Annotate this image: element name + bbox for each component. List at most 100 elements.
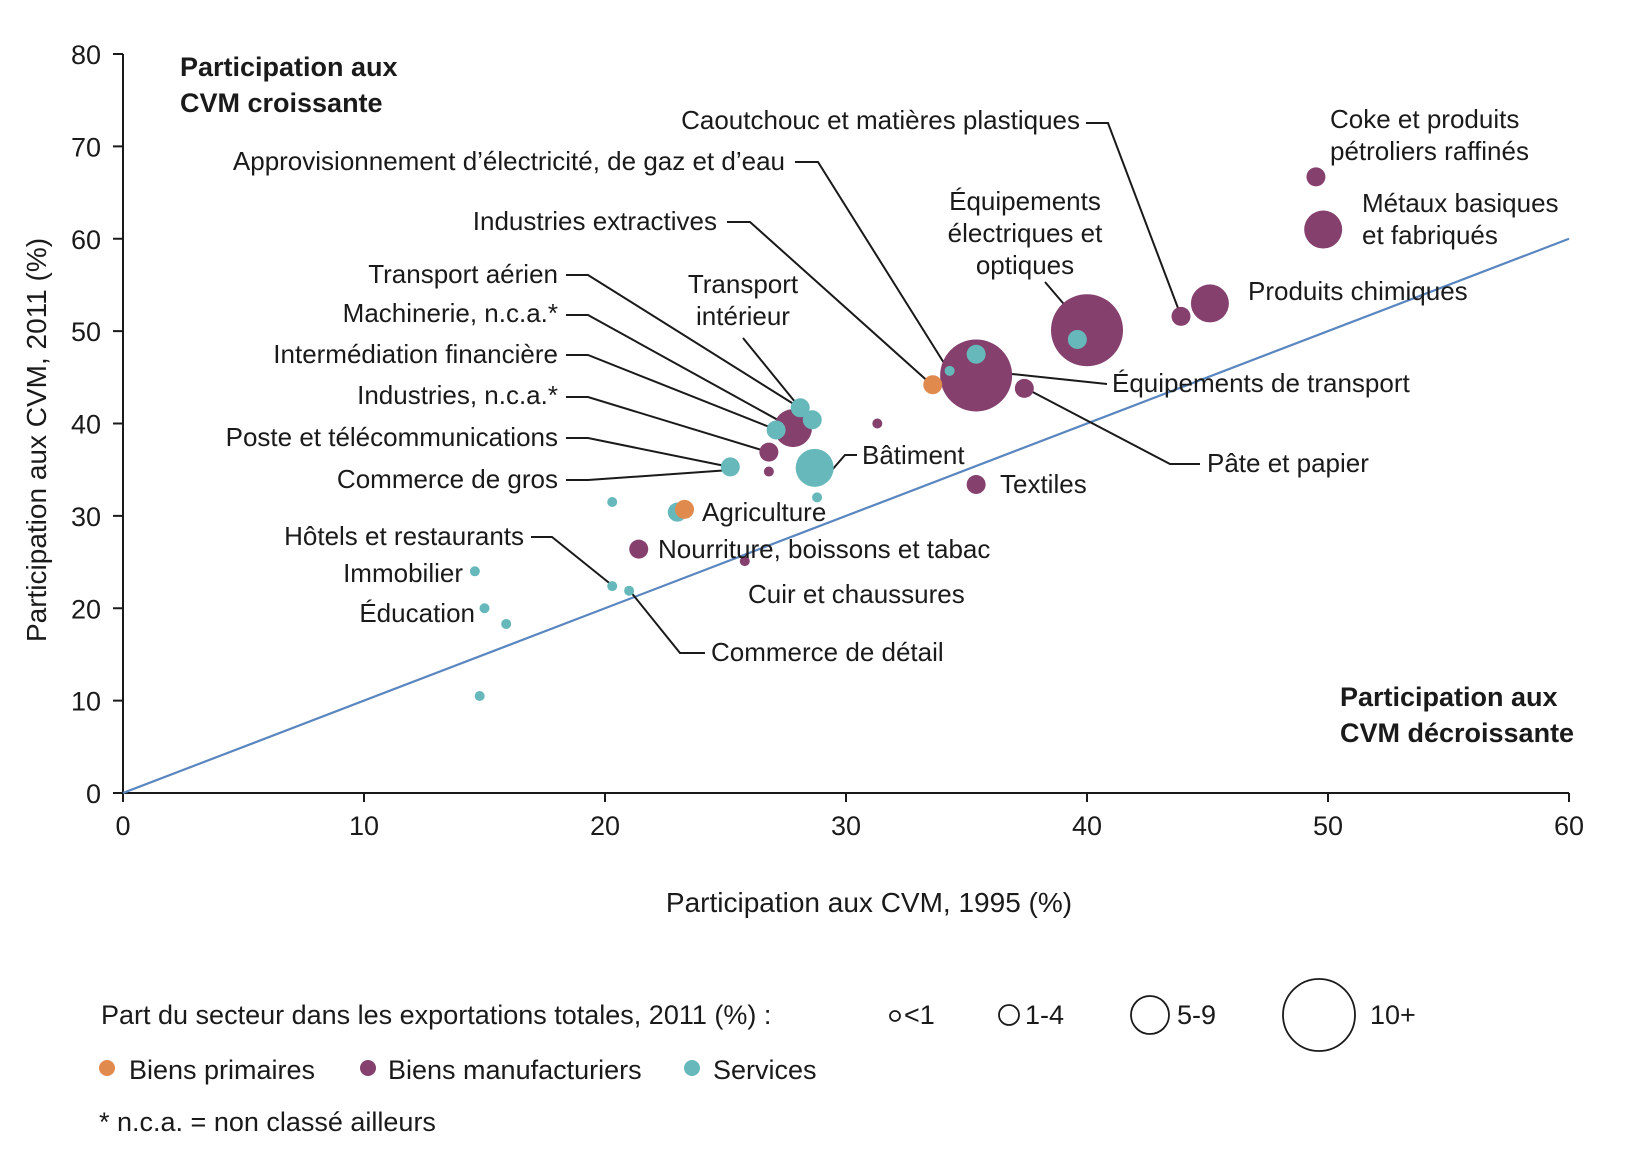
y-axis-title: Participation aux CVM, 2011 (%) [21, 238, 52, 642]
category-legend: Biens primaires Biens manufacturiers Ser… [99, 1055, 817, 1085]
leader-lines [531, 122, 1200, 654]
size-legend: Part du secteur dans les exportations to… [101, 978, 1416, 1052]
point-unlabeled [607, 497, 618, 508]
point-coke-et-produits-petroliers-raffines [1306, 167, 1326, 187]
axes: 0 10 20 30 40 50 60 0 10 20 30 40 50 60 70 80 [71, 40, 1584, 841]
label-metaux-1: Métaux basiques [1362, 188, 1559, 218]
leader-line [742, 337, 801, 409]
legend-label-services: Services [713, 1055, 817, 1085]
label-extractives: Industries extractives [473, 206, 717, 236]
data-points [469, 167, 1343, 702]
point-pate-et-papier [1014, 378, 1034, 398]
size-legend-circle-5-9 [1130, 995, 1170, 1035]
leader-line [629, 590, 705, 654]
x-tick-label: 40 [1072, 811, 1102, 841]
leader-line [795, 161, 950, 372]
y-tick-label: 20 [71, 594, 101, 624]
label-coke-1: Coke et produits [1330, 104, 1519, 134]
size-legend-label-1-4: 1-4 [1025, 1000, 1064, 1030]
point-caoutchouc-et-matieres-plastiques [1171, 306, 1191, 326]
point-hotels-et-restaurants [607, 581, 618, 592]
footnote: * n.c.a. = non classé ailleurs [99, 1107, 436, 1137]
size-legend-circle-10plus [1282, 978, 1356, 1052]
size-legend-label-lt1: <1 [904, 1000, 935, 1030]
x-tick-label: 60 [1554, 811, 1584, 841]
label-batiment: Bâtiment [862, 440, 965, 470]
point-unlabeled [812, 492, 823, 503]
size-legend-title: Part du secteur dans les exportations to… [101, 1000, 771, 1030]
size-legend-circle-1-4 [998, 1004, 1020, 1026]
y-tick-label: 50 [71, 317, 101, 347]
leader-line [566, 396, 769, 453]
point-transport-interieur [802, 410, 822, 430]
label-industries-nca: Industries, n.c.a.* [357, 380, 558, 410]
point-immobilier [469, 566, 480, 577]
label-chimiques: Produits chimiques [1248, 276, 1468, 306]
leader-line [566, 274, 801, 409]
size-legend-circle-lt1 [889, 1010, 901, 1022]
label-cuir: Cuir et chaussures [748, 579, 965, 609]
point-commerce-de-detail [624, 585, 635, 596]
leader-line [831, 454, 857, 471]
leader-line [1086, 122, 1182, 317]
leader-line [566, 354, 778, 431]
label-hotels: Hôtels et restaurants [284, 521, 524, 551]
label-poste: Poste et télécommunications [226, 422, 558, 452]
leader-line [727, 221, 933, 386]
point-unlabeled [966, 344, 986, 364]
leader-line [1011, 373, 1108, 385]
point-equipements-de-transport [940, 339, 1013, 412]
y-tick-label: 30 [71, 502, 101, 532]
x-tick-label: 50 [1313, 811, 1343, 841]
label-transport-eq: Équipements de transport [1112, 368, 1411, 398]
legend-label-manufacturiers: Biens manufacturiers [388, 1055, 642, 1085]
label-education: Éducation [359, 598, 475, 628]
point-unlabeled [872, 418, 883, 429]
label-transport-interieur-2: intérieur [696, 301, 790, 331]
label-commerce-detail: Commerce de détail [711, 637, 944, 667]
point-unlabeled [763, 466, 774, 477]
point-textiles [966, 474, 986, 494]
point-unlabeled [474, 691, 485, 702]
label-caoutchouc: Caoutchouc et matières plastiques [681, 105, 1080, 135]
point-cuir-et-chaussures [739, 556, 750, 567]
y-tick-label: 0 [86, 779, 101, 809]
point-unlabeled [501, 618, 512, 629]
y-tick-label: 40 [71, 410, 101, 440]
point-batiment [795, 448, 834, 487]
x-tick-label: 30 [831, 811, 861, 841]
label-commerce-gros: Commerce de gros [337, 464, 558, 494]
point-unlabeled [1067, 329, 1087, 349]
leader-line [566, 469, 731, 481]
point-poste-et-telecommunications [720, 457, 740, 477]
point-education [479, 603, 490, 614]
label-metaux-2: et fabriqués [1362, 220, 1498, 250]
leader-line [566, 437, 731, 468]
point-intermediation-financiere [766, 420, 786, 440]
legend-swatch-services [684, 1060, 700, 1076]
label-elec-2: électriques et [948, 218, 1103, 248]
point-metaux-basiques-et-fabriques [1304, 210, 1343, 249]
point-industries-extractives [923, 375, 943, 395]
label-elec-1: Équipements [949, 186, 1101, 216]
y-tick-label: 60 [71, 225, 101, 255]
point-machinerie-n-c-a [773, 409, 812, 448]
label-intermediation: Intermédiation financière [273, 339, 558, 369]
label-aerien: Transport aérien [368, 259, 558, 289]
label-machinerie: Machinerie, n.c.a.* [343, 298, 558, 328]
legend-swatch-primaires [99, 1060, 115, 1076]
size-legend-label-10plus: 10+ [1370, 1000, 1416, 1030]
y-tick-label: 70 [71, 132, 101, 162]
annotation-decreasing-2: CVM décroissante [1340, 718, 1574, 748]
label-nourriture: Nourriture, boissons et tabac [658, 534, 990, 564]
y-tick-label: 80 [71, 40, 101, 70]
point-agriculture [675, 499, 695, 519]
reference-line-45deg [122, 237, 1570, 795]
label-textiles: Textiles [1000, 469, 1087, 499]
x-tick-label: 0 [115, 811, 130, 841]
label-coke-2: pétroliers raffinés [1330, 136, 1529, 166]
leader-line [531, 536, 614, 587]
label-transport-interieur-1: Transport [688, 269, 799, 299]
leader-line [566, 314, 788, 426]
label-immobilier: Immobilier [343, 558, 463, 588]
